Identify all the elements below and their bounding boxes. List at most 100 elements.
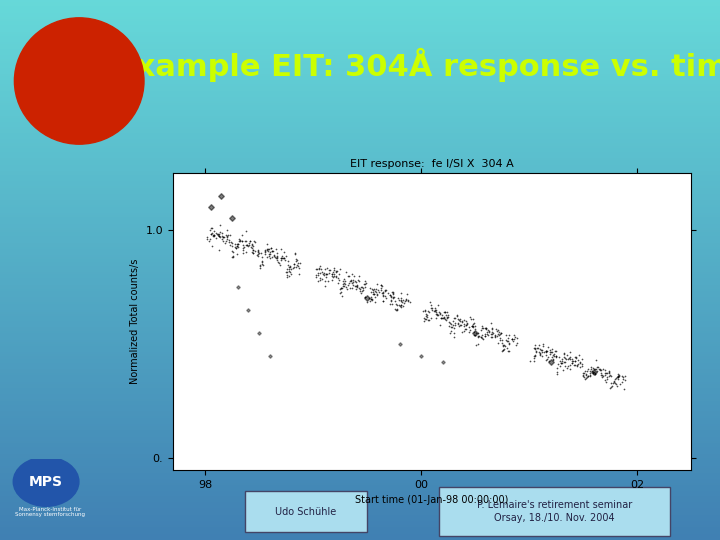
Point bbox=[398, 299, 410, 307]
Bar bbox=[0, 63, 720, 65]
Point bbox=[248, 246, 259, 255]
Bar bbox=[0, 190, 720, 192]
Point bbox=[365, 295, 377, 303]
Point bbox=[550, 347, 562, 355]
Point bbox=[447, 321, 459, 329]
Point bbox=[288, 260, 300, 268]
Point bbox=[358, 280, 369, 288]
Bar bbox=[0, 70, 720, 72]
Point bbox=[460, 325, 472, 333]
Point bbox=[492, 339, 503, 347]
Point bbox=[464, 326, 476, 334]
Point bbox=[426, 314, 437, 323]
Bar bbox=[0, 107, 720, 110]
Bar bbox=[0, 272, 720, 274]
Bar bbox=[0, 363, 720, 365]
Point bbox=[545, 358, 557, 367]
Point bbox=[472, 332, 484, 340]
Point bbox=[243, 242, 254, 251]
Point bbox=[613, 369, 624, 378]
Point bbox=[552, 370, 563, 379]
Point bbox=[264, 249, 275, 258]
Point bbox=[339, 280, 351, 288]
Bar bbox=[0, 38, 720, 40]
Point bbox=[341, 283, 352, 292]
Point bbox=[264, 351, 276, 360]
Point bbox=[618, 373, 629, 381]
Point bbox=[338, 279, 349, 287]
Bar bbox=[0, 464, 720, 466]
Point bbox=[222, 226, 233, 235]
Point bbox=[444, 318, 455, 326]
Point bbox=[585, 363, 597, 372]
Point bbox=[431, 310, 442, 319]
Point bbox=[588, 364, 599, 373]
Point bbox=[212, 231, 224, 240]
Point bbox=[511, 333, 523, 342]
Point bbox=[445, 326, 456, 335]
Point bbox=[390, 300, 402, 309]
Text: MPS: MPS bbox=[29, 475, 63, 489]
Point bbox=[619, 372, 631, 380]
Point bbox=[613, 370, 625, 379]
Point bbox=[351, 281, 363, 290]
Point bbox=[394, 296, 405, 305]
Point bbox=[227, 247, 238, 255]
Point bbox=[262, 245, 274, 253]
Point bbox=[492, 328, 504, 336]
Bar bbox=[0, 430, 720, 433]
Bar bbox=[0, 110, 720, 112]
Point bbox=[213, 232, 225, 240]
Point bbox=[321, 264, 333, 273]
Point bbox=[611, 380, 622, 389]
Point bbox=[530, 341, 541, 349]
Point bbox=[612, 373, 624, 381]
Point bbox=[431, 309, 443, 318]
Point bbox=[350, 282, 361, 291]
Bar bbox=[0, 428, 720, 430]
Point bbox=[377, 296, 389, 305]
Point bbox=[332, 274, 343, 282]
Point bbox=[541, 346, 552, 355]
Point bbox=[606, 379, 617, 387]
Point bbox=[483, 328, 495, 336]
Point bbox=[487, 323, 498, 332]
Point bbox=[285, 269, 297, 278]
Point bbox=[204, 235, 215, 244]
Point bbox=[230, 240, 241, 249]
Point bbox=[564, 360, 575, 369]
Bar bbox=[0, 424, 720, 426]
Point bbox=[538, 340, 549, 349]
Bar bbox=[0, 354, 720, 356]
Point bbox=[585, 366, 596, 375]
Point bbox=[590, 356, 602, 364]
Point bbox=[430, 306, 441, 315]
Bar bbox=[0, 194, 720, 196]
Point bbox=[269, 252, 280, 260]
Bar bbox=[0, 160, 720, 163]
Bar bbox=[0, 25, 720, 28]
Point bbox=[212, 230, 224, 238]
Point bbox=[208, 231, 220, 240]
Point bbox=[271, 253, 283, 262]
Point bbox=[334, 265, 346, 274]
Point bbox=[237, 240, 248, 249]
Bar bbox=[0, 348, 720, 350]
Point bbox=[215, 232, 226, 241]
Point bbox=[315, 265, 327, 273]
Bar bbox=[0, 217, 720, 219]
Point bbox=[348, 272, 360, 281]
Point bbox=[230, 244, 241, 253]
Bar bbox=[0, 470, 720, 472]
Bar bbox=[0, 325, 720, 327]
Point bbox=[236, 231, 248, 239]
Point bbox=[546, 348, 557, 356]
Point bbox=[328, 269, 340, 278]
Point bbox=[482, 331, 494, 340]
Point bbox=[206, 242, 217, 251]
Point bbox=[474, 332, 485, 341]
Bar bbox=[0, 333, 720, 335]
Point bbox=[223, 238, 235, 246]
Point bbox=[420, 312, 431, 321]
Point bbox=[213, 245, 225, 254]
